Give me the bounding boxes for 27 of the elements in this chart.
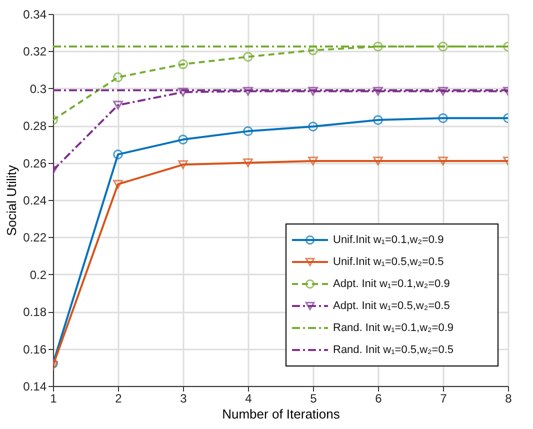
x-axis-title: Number of Iterations — [222, 406, 340, 422]
x-tick-label: 6 — [375, 392, 382, 406]
y-tick-label: 0.16 — [23, 342, 47, 356]
legend-label: Unif.Init w₁=0.1,w₂=0.9 — [333, 234, 444, 246]
legend-label: Rand. Init w₁=0.5,w₂=0.5 — [333, 344, 454, 356]
x-tick-label: 4 — [245, 392, 252, 406]
x-tick-label: 7 — [440, 392, 448, 406]
y-tick-label: 0.26 — [23, 156, 47, 170]
y-axis-title: Social Utility — [4, 164, 20, 236]
y-tick-label: 0.14 — [23, 380, 47, 394]
legend-label: Unif.Init w₁=0.5,w₂=0.5 — [333, 256, 444, 268]
y-tick-label: 0.3 — [30, 82, 47, 96]
x-tick-label: 2 — [115, 392, 122, 406]
x-tick-label: 5 — [310, 392, 318, 406]
x-tick-label: 3 — [180, 392, 188, 406]
y-tick-label: 0.34 — [23, 8, 47, 22]
y-tick-label: 0.24 — [23, 194, 47, 208]
y-tick-label: 0.28 — [23, 119, 47, 134]
y-tick-label: 0.32 — [23, 44, 47, 59]
legend-label: Adpt. Init w₁=0.1,w₂=0.9 — [333, 278, 450, 290]
x-tick-label: 8 — [505, 392, 512, 406]
legend-label: Rand. Init w₁=0.1,w₂=0.9 — [333, 322, 454, 334]
y-tick-label: 0.18 — [23, 305, 47, 320]
y-tick-label: 0.22 — [23, 230, 47, 245]
legend-label: Adpt. Init w₁=0.5,w₂=0.5 — [333, 300, 450, 312]
y-tick-label: 0.2 — [30, 268, 47, 282]
x-tick-label: 1 — [50, 392, 58, 406]
